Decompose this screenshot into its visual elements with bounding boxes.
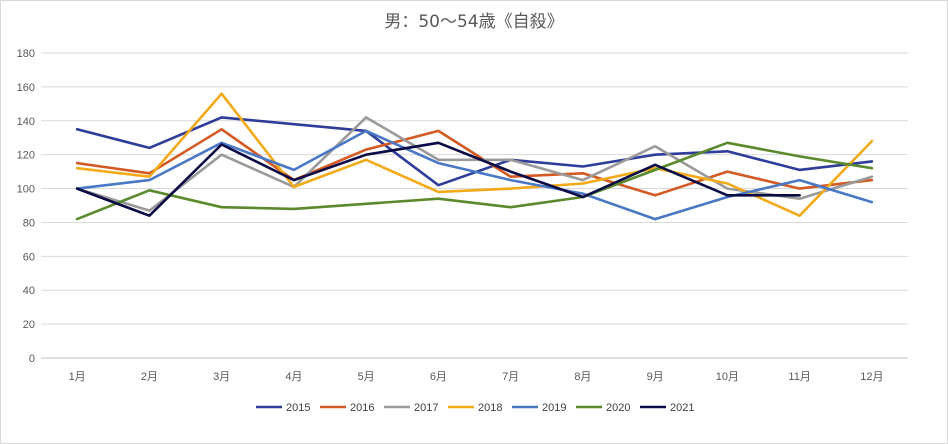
legend-label-2018: 2018 (478, 402, 502, 414)
series-line-2016 (75, 128, 874, 197)
y-axis-ticks: 0 20 40 60 80 100 120 140 160 180 (17, 48, 35, 365)
y-tick-label: 120 (17, 150, 35, 162)
y-tick-label: 80 (23, 217, 35, 229)
chart-title: 男：50～54歳《自殺》 (384, 12, 563, 32)
x-tick-label: 10月 (716, 371, 739, 383)
series-line-2021 (75, 141, 801, 217)
x-tick-label: 5月 (358, 371, 375, 383)
x-tick-label: 4月 (285, 371, 302, 383)
y-tick-label: 20 (23, 319, 35, 331)
series-line-2020 (75, 141, 874, 221)
series-line-2018 (75, 92, 874, 217)
series-lines (75, 92, 874, 221)
x-tick-label: 12月 (860, 371, 883, 383)
legend-label-2015: 2015 (286, 402, 310, 414)
legend-label-2020: 2020 (606, 402, 630, 414)
x-tick-label: 6月 (430, 371, 447, 383)
legend-label-2017: 2017 (414, 402, 438, 414)
y-tick-label: 140 (17, 116, 35, 128)
x-tick-label: 11月 (788, 371, 810, 383)
y-tick-label: 180 (17, 48, 35, 60)
x-tick-label: 2月 (141, 371, 158, 383)
legend-label-2019: 2019 (542, 402, 566, 414)
y-tick-label: 100 (17, 184, 35, 196)
legend: 2015 2016 2017 2018 2019 2020 2021 (256, 402, 694, 414)
legend-label-2021: 2021 (670, 402, 694, 414)
x-tick-label: 7月 (502, 371, 519, 383)
x-tick-label: 1月 (69, 371, 86, 383)
legend-label-2016: 2016 (350, 402, 374, 414)
x-tick-label: 3月 (213, 371, 230, 383)
y-tick-label: 60 (23, 251, 35, 263)
gridlines (41, 52, 908, 359)
x-axis-ticks: 1月 2月 3月 4月 5月 6月 7月 8月 9月 10月 11月 12月 (69, 371, 884, 383)
y-tick-label: 40 (23, 285, 35, 297)
y-tick-label: 0 (29, 353, 35, 365)
x-tick-label: 9月 (647, 371, 664, 383)
series-line-2017 (75, 116, 874, 212)
y-tick-label: 160 (17, 82, 35, 94)
x-tick-label: 8月 (574, 371, 591, 383)
